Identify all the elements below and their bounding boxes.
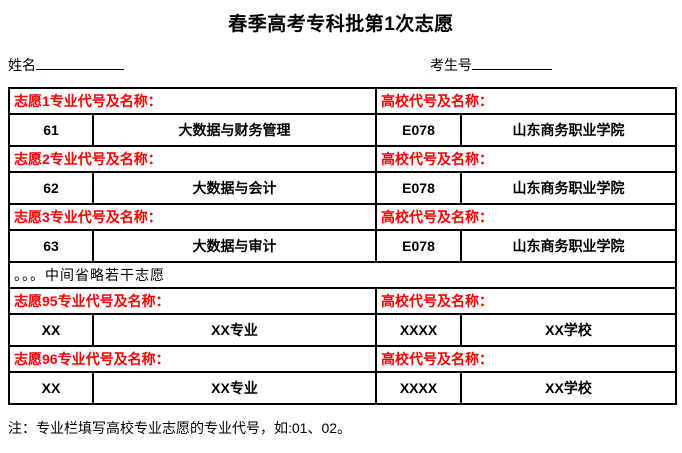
major-header-cell: 志愿1专业代号及名称： [7,87,378,115]
major-code-cell: 62 [8,171,94,205]
college-header-cell: 高校代号及名称： [375,345,678,373]
college-code-cell: E078 [375,171,463,205]
page-title: 春季高考专科批第1次志愿 [228,14,454,35]
college-header-cell: 高校代号及名称： [375,145,678,173]
college-code-cell: XXXX [375,371,463,405]
college-header-cell: 高校代号及名称： [375,203,678,231]
major-header-cell: 志愿95专业代号及名称： [7,287,378,315]
major-name-cell: XX专业 [91,313,378,347]
major-code-cell: 61 [8,113,94,147]
major-name-cell: 大数据与审计 [91,229,378,263]
major-code-cell: 63 [8,229,94,263]
candidate-no-label: 考生号 [430,57,472,73]
major-name-cell: 大数据与会计 [91,171,378,205]
footnote: 注：专业栏填写高校专业志愿的专业代号，如:01、02。 [8,420,352,436]
college-code-cell: XXXX [375,313,463,347]
major-code-cell: XX [8,313,94,347]
table-row: 志愿1专业代号及名称： 高校代号及名称： [7,87,678,115]
table-row: XX XX专业 XXXX XX学校 [8,371,678,405]
table-row: 62 大数据与会计 E078 山东商务职业学院 [8,171,678,205]
table-row: 志愿2专业代号及名称： 高校代号及名称： [7,145,678,173]
table-row: XX XX专业 XXXX XX学校 [8,313,678,347]
college-header-cell: 高校代号及名称： [375,87,678,115]
table-row: 志愿96专业代号及名称： 高校代号及名称： [7,345,678,373]
name-label: 姓名 [8,57,36,73]
college-header-cell: 高校代号及名称： [375,287,678,315]
table-row: 61 大数据与财务管理 E078 山东商务职业学院 [8,113,678,147]
major-name-cell: XX专业 [91,371,378,405]
college-code-cell: E078 [375,229,463,263]
college-code-cell: E078 [375,113,463,147]
major-header-cell: 志愿2专业代号及名称： [7,145,378,173]
college-name-cell: 山东商务职业学院 [460,229,678,263]
name-field: 姓名 [8,55,124,75]
major-header-cell: 志愿96专业代号及名称： [7,345,378,373]
candidate-no-blank-line [472,56,552,70]
omitted-volunteers-cell: 。。。中间省略若干志愿 [7,261,678,289]
name-blank-line [36,56,124,70]
college-name-cell: XX学校 [460,371,678,405]
table-row: 。。。中间省略若干志愿 [7,261,678,289]
identity-line: 姓名 考生号 [0,55,682,77]
college-name-cell: 山东商务职业学院 [460,171,678,205]
college-name-cell: XX学校 [460,313,678,347]
major-name-cell: 大数据与财务管理 [91,113,378,147]
candidate-no-field: 考生号 [430,55,552,75]
table-row: 63 大数据与审计 E078 山东商务职业学院 [8,229,678,263]
table-row: 志愿95专业代号及名称： 高校代号及名称： [7,287,678,315]
major-header-cell: 志愿3专业代号及名称： [7,203,378,231]
college-name-cell: 山东商务职业学院 [460,113,678,147]
table-row: 志愿3专业代号及名称： 高校代号及名称： [7,203,678,231]
major-code-cell: XX [8,371,94,405]
volunteer-form-table: 志愿1专业代号及名称： 高校代号及名称： 61 大数据与财务管理 E078 山东… [7,87,678,405]
